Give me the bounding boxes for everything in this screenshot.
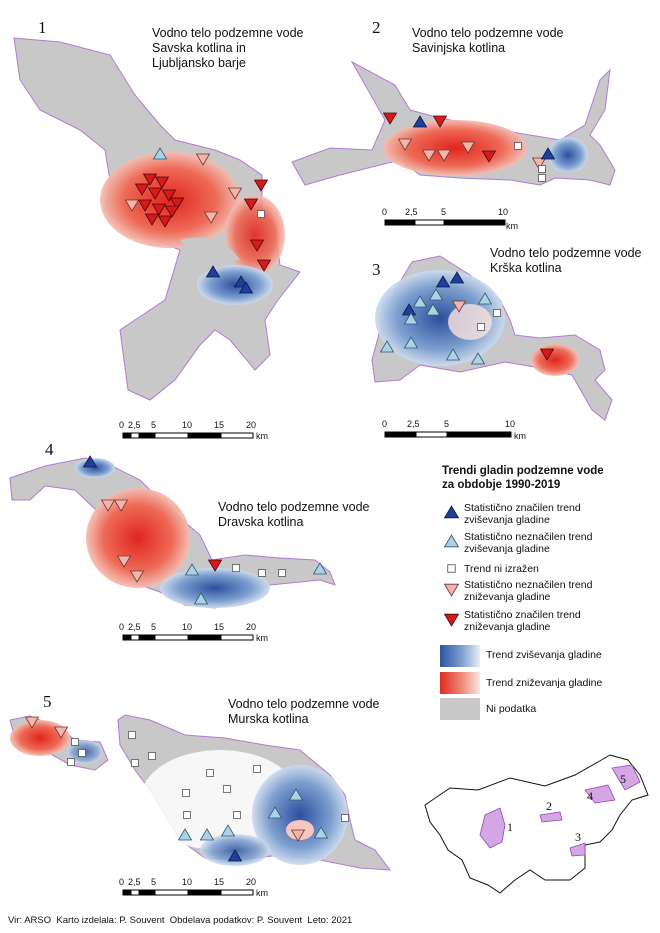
locator-label-5: 5: [620, 772, 626, 786]
panel4-title: Vodno telo podzemne vode Dravska kotlina: [218, 500, 370, 529]
panel3-map: [371, 255, 613, 421]
scale-tick-label: 0: [119, 877, 125, 887]
panel2-map: [291, 60, 616, 186]
panel5-falling-zone: [10, 720, 70, 756]
scale-tick-label: 5: [151, 420, 157, 430]
panel1-falling-zone-east: [225, 195, 285, 275]
scale-unit-label: km: [256, 633, 268, 643]
panel3-rising-zone: [375, 270, 505, 366]
scale-unit-label: km: [514, 431, 526, 441]
legend-rising-ramp: [440, 645, 480, 667]
panel4-scalebar-bar: [122, 634, 254, 641]
legend-up-significant-label: Statistično značilen trend zviševanja gl…: [464, 502, 581, 526]
locator-label-3: 3: [575, 830, 581, 844]
panel2-rising-zone: [548, 137, 588, 173]
panel1-scalebar-bar: [122, 432, 254, 439]
scale-tick-label: 0: [119, 420, 125, 430]
scale-tick-label: 2,5: [128, 622, 141, 632]
panel3-title: Vodno telo podzemne vode Krška kotlina: [490, 246, 642, 275]
locator-map: [424, 754, 649, 894]
legend-down-insignificant-icon: [444, 583, 459, 597]
panel5-map: [9, 714, 392, 871]
legend-rising-ramp-label: Trend zviševanja gladine: [486, 649, 602, 661]
panel2-falling-zone: [383, 120, 527, 176]
panel3-scalebar-bar: [384, 431, 512, 438]
scale-tick-label: 15: [214, 420, 225, 430]
scale-tick-label: 10: [182, 622, 193, 632]
legend-down-significant-icon: [444, 613, 459, 627]
panel1-number: 1: [38, 18, 47, 37]
scale-tick-label: 10: [182, 420, 193, 430]
scale-tick-label: 0: [119, 622, 125, 632]
legend-falling-ramp: [440, 672, 480, 694]
legend-falling-ramp-label: Trend zniževanja gladine: [486, 677, 603, 689]
locator-label-1: 1: [507, 820, 513, 834]
scalebar-graphics: [122, 219, 512, 896]
scale-tick-label: 20: [246, 622, 257, 632]
locator-label-4: 4: [587, 789, 593, 803]
scale-tick-label: 10: [505, 419, 516, 429]
scale-tick-label: 5: [151, 877, 157, 887]
panel1-title: Vodno telo podzemne vode Savska kotlina …: [152, 26, 304, 70]
scale-tick-label: 15: [214, 622, 225, 632]
panel4-rising-zone: [160, 568, 270, 608]
legend-up-insignificant-label: Statistično neznačilen trend zviševanja …: [464, 531, 593, 555]
legend-no-trend-label: Trend ni izražen: [464, 563, 539, 575]
scale-unit-label: km: [506, 221, 518, 231]
scale-tick-label: 20: [246, 420, 257, 430]
map-credits: Vir: ARSO Karto izdelala: P. Souvent Obd…: [8, 915, 353, 926]
legend-no-data-label: Ni podatka: [486, 703, 537, 715]
panel4-map: [9, 455, 336, 609]
panel3-number: 3: [372, 260, 381, 279]
scale-tick-label: 5: [151, 622, 157, 632]
panel4-falling-zone: [86, 488, 190, 588]
scale-tick-label: 10: [498, 207, 509, 217]
scale-tick-label: 15: [214, 877, 225, 887]
legend-up-insignificant-icon: [444, 534, 459, 548]
scale-tick-label: 10: [182, 877, 193, 887]
legend-symbols: [440, 505, 480, 720]
locator-label-2: 2: [546, 799, 552, 813]
scale-tick-label: 2,5: [405, 207, 418, 217]
panel5-title: Vodno telo podzemne vode Murska kotlina: [228, 697, 380, 726]
scale-unit-label: km: [256, 888, 268, 898]
slovenia-outline: [424, 754, 649, 894]
scale-tick-label: 20: [246, 877, 257, 887]
legend-down-significant-label: Statistično značilen trend zniževanja gl…: [464, 609, 581, 633]
panel4-rising-zone-north: [75, 458, 115, 478]
panel1-map: [13, 37, 301, 401]
scale-tick-label: 2,5: [407, 419, 420, 429]
panel5-scalebar-bar: [122, 889, 254, 896]
scale-tick-label: 0: [382, 419, 388, 429]
panel4-number: 4: [45, 440, 54, 459]
panel2-title: Vodno telo podzemne vode Savinjska kotli…: [412, 26, 564, 55]
panel3-falling-zone: [531, 344, 579, 376]
panel1-rising-zone: [197, 265, 273, 305]
scale-tick-label: 5: [444, 419, 450, 429]
scale-unit-label: km: [256, 431, 268, 441]
scale-tick-label: 2,5: [128, 420, 141, 430]
panel5-number: 5: [43, 692, 52, 711]
scale-tick-label: 2,5: [128, 877, 141, 887]
legend-up-significant-icon: [444, 505, 459, 519]
panel2-scalebar-bar: [384, 219, 506, 226]
legend-down-insignificant-label: Statistično neznačilen trend zniževanja …: [464, 579, 593, 603]
legend-no-data-swatch: [440, 698, 480, 720]
scale-tick-label: 5: [441, 207, 447, 217]
panel5-rising-zone: [252, 765, 348, 865]
legend-no-trend-icon: [447, 564, 456, 573]
panel2-number: 2: [372, 18, 381, 37]
legend-heading: Trendi gladin podzemne vode za obdobje 1…: [442, 465, 604, 491]
scale-tick-label: 0: [382, 207, 388, 217]
